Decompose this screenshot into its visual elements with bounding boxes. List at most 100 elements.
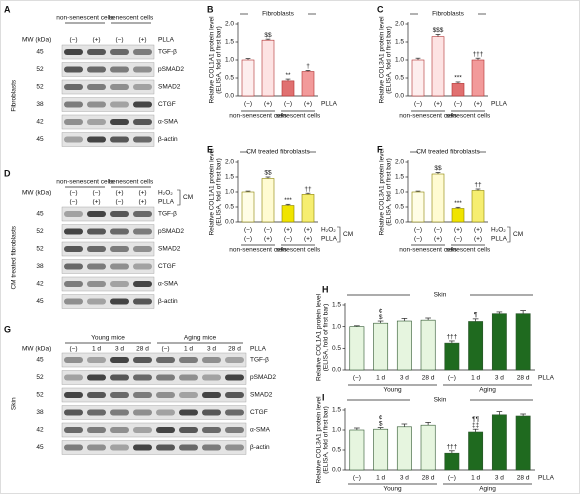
blot-band — [133, 84, 152, 90]
category-row-name: PLLA — [491, 236, 508, 243]
panel-letter: G — [4, 324, 11, 334]
blot-band — [225, 374, 244, 381]
blot-band — [64, 444, 83, 451]
x-tick-label: (−) — [244, 101, 252, 108]
lane-label: (−) — [161, 346, 169, 353]
bar — [431, 36, 445, 97]
blot-band — [202, 357, 221, 363]
chart-title: CM treated fibroblasts — [246, 149, 310, 156]
blot-band — [133, 444, 152, 451]
blot-band — [133, 228, 152, 235]
blot-band — [87, 49, 106, 55]
significance-mark: $$$ — [433, 27, 444, 34]
x-tick-label: 1 d — [376, 475, 385, 482]
x-tick-label: (+) — [474, 236, 482, 243]
bar — [431, 173, 445, 223]
y-tick-label: 1.0 — [332, 427, 341, 434]
bracket — [507, 226, 511, 243]
group-label: non-senescent cells — [56, 15, 114, 22]
y-tick-label: 0.5 — [332, 345, 341, 352]
category-row-name: PLLA — [538, 475, 555, 482]
protein-label: α-SMA — [250, 427, 271, 434]
bar — [491, 313, 507, 371]
blot-band — [133, 119, 152, 125]
x-tick-label: (−) — [454, 101, 462, 108]
y-axis-label: Relative COL3A1 protein level — [316, 396, 323, 484]
bar — [468, 321, 484, 371]
blot-band — [225, 392, 244, 398]
x-tick-label: (−) — [353, 375, 361, 382]
bar — [396, 426, 412, 471]
bar — [281, 205, 295, 223]
lane-label: 3 d — [115, 346, 124, 353]
significance-mark: *** — [454, 200, 462, 207]
blot-band — [64, 101, 83, 108]
y-axis-label: (ELISA, fold of first bar) — [323, 406, 330, 474]
y-axis-label: Relative COL1A1 protein level — [209, 16, 216, 104]
blot-band — [179, 444, 198, 451]
x-tick-label: 28 d — [422, 375, 435, 382]
bar — [471, 190, 485, 223]
significance-mark: *** — [284, 197, 292, 204]
blot-strip — [61, 294, 155, 309]
lane-label: (−) — [69, 37, 77, 44]
group-label: Young — [383, 387, 402, 394]
lane-label: 1 d — [184, 346, 193, 353]
x-tick-label: 28 d — [517, 475, 530, 482]
y-tick-label: 1.0 — [225, 57, 234, 64]
chart-title: Skin — [434, 292, 447, 299]
x-tick-label: 28 d — [422, 475, 435, 482]
bar — [396, 320, 412, 371]
bar — [444, 452, 460, 471]
group-label: senescent cells — [276, 247, 321, 254]
blot-band — [64, 357, 83, 363]
bracket-label: CM — [343, 231, 353, 238]
lane-label: (−) — [69, 199, 77, 206]
group-label: senescent cells — [446, 247, 491, 254]
x-tick-label: 28 d — [517, 375, 530, 382]
group-label: senescent cells — [109, 15, 154, 22]
blot-band — [133, 281, 152, 287]
bar — [241, 59, 255, 97]
x-tick-label: (+) — [304, 236, 312, 243]
blot-strip — [61, 114, 155, 130]
blot-strip — [61, 44, 155, 60]
blot-band — [110, 263, 129, 270]
lane-row-name: PLLA — [250, 346, 267, 353]
y-tick-label: 0.0 — [225, 219, 234, 226]
blot-band — [64, 409, 83, 416]
blot-strip — [61, 352, 247, 368]
mw-label: MW (kDa) — [22, 190, 51, 197]
category-row-name: PLLA — [321, 101, 338, 108]
lane-label: (−) — [115, 37, 123, 44]
y-tick-label: 1.0 — [225, 189, 234, 196]
bar — [241, 191, 255, 223]
blot-band — [64, 246, 83, 252]
chart-title: Skin — [434, 397, 447, 404]
panel-letter: I — [322, 392, 325, 402]
x-tick-label: (+) — [304, 101, 312, 108]
lane-label: (−) — [115, 199, 123, 206]
significance-mark: $$ — [434, 165, 442, 172]
significance-mark: †† — [474, 182, 482, 189]
group-label: senescent cells — [276, 113, 321, 120]
y-axis-label: (ELISA, fold of first bar) — [386, 158, 393, 226]
bracket — [337, 226, 341, 243]
y-axis-label: (ELISA, fold of first bar) — [323, 304, 330, 372]
lane-row-name: PLLA — [158, 37, 175, 44]
group-label: non-senescent cells — [399, 113, 457, 120]
panel-letter: B — [207, 4, 214, 14]
protein-label: CTGF — [250, 409, 268, 416]
bar — [411, 59, 425, 97]
blot-band — [225, 409, 244, 416]
y-tick-label: 1.5 — [332, 302, 341, 309]
blot-strip — [61, 440, 247, 455]
blot-band — [133, 263, 152, 270]
protein-label: pSMAD2 — [158, 66, 184, 73]
mw-value: 52 — [36, 374, 44, 381]
blot-band — [202, 444, 221, 451]
x-tick-label: 1 d — [471, 375, 480, 382]
blot-strip — [61, 370, 247, 385]
significance-mark: ¶¶ — [472, 416, 479, 423]
x-tick-label: (−) — [244, 236, 252, 243]
